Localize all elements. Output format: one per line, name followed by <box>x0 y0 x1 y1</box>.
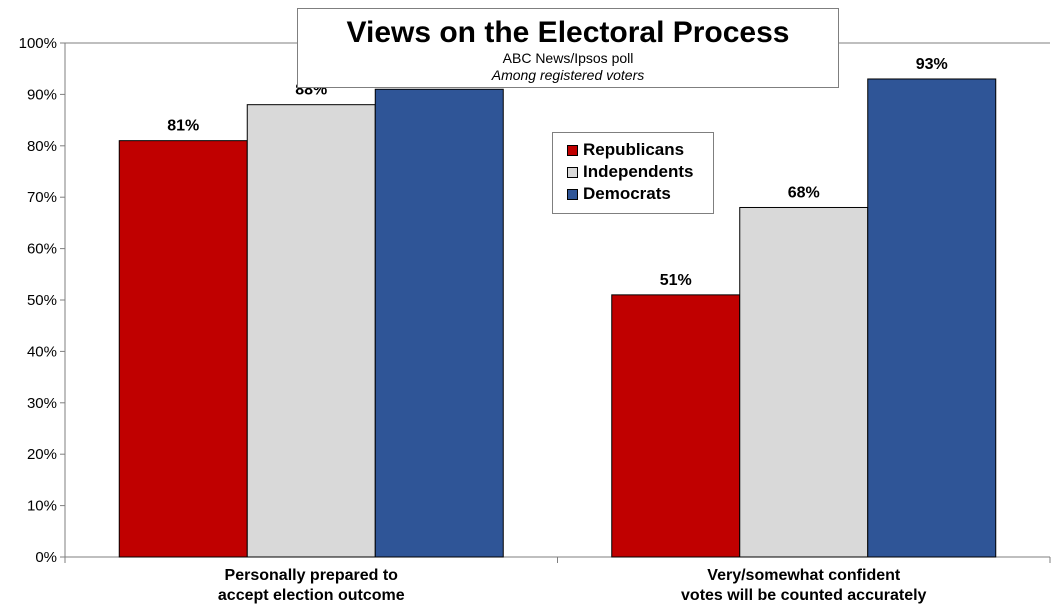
y-tick-label: 60% <box>27 241 57 258</box>
bar-independents-1 <box>739 206 869 558</box>
bar-democrats-1 <box>867 78 997 558</box>
y-tick-label: 50% <box>27 292 57 309</box>
data-label-democrats-1: 93% <box>916 56 948 73</box>
chart-note: Among registered voters <box>491 67 645 83</box>
bars <box>118 78 997 558</box>
title-box: Views on the Electoral Process ABC News/… <box>297 8 839 88</box>
legend-swatch-republicans <box>567 144 578 156</box>
bar-democrats-0 <box>374 88 504 558</box>
x-category-label: accept election outcome <box>218 587 405 604</box>
chart-subtitle: ABC News/Ipsos poll <box>502 50 634 66</box>
legend-item-republicans: Republicans <box>567 139 713 161</box>
data-label-independents-1: 68% <box>788 184 820 201</box>
x-category-label: Personally prepared to <box>225 567 399 584</box>
legend-item-democrats: Democrats <box>567 183 713 205</box>
axes: 0% 10% 20% 30% 40% 50% 60% 70% 80% 90% 100% Persona… <box>19 35 1051 604</box>
y-tick-label: 10% <box>27 498 57 515</box>
legend-label-democrats: Democrats <box>583 184 671 203</box>
legend-item-independents: Independents <box>567 161 713 183</box>
bar-republicans-0 <box>118 140 248 558</box>
bar-republicans-1 <box>611 294 741 558</box>
legend: Republicans Independents Democrats <box>552 132 714 214</box>
data-label-republicans-0: 81% <box>167 118 199 135</box>
y-tick-label: 100% <box>19 35 57 52</box>
y-tick-label: 40% <box>27 343 57 360</box>
y-tick-label: 30% <box>27 395 57 412</box>
legend-swatch-independents <box>567 166 578 178</box>
x-category-label: Very/somewhat confident <box>707 567 901 584</box>
legend-label-independents: Independents <box>583 162 694 181</box>
legend-label-republicans: Republicans <box>583 140 685 159</box>
y-tick-label: 20% <box>27 446 57 463</box>
y-tick-label: 70% <box>27 189 57 206</box>
y-tick-label: 80% <box>27 138 57 155</box>
y-tick-label: 90% <box>27 86 57 103</box>
bar-independents-0 <box>246 104 376 558</box>
y-tick-label: 0% <box>35 549 57 566</box>
chart-title: Views on the Electoral Process <box>346 16 790 49</box>
data-label-republicans-1: 51% <box>660 272 692 289</box>
x-category-label: votes will be counted accurately <box>681 587 927 604</box>
legend-swatch-democrats <box>567 188 578 200</box>
